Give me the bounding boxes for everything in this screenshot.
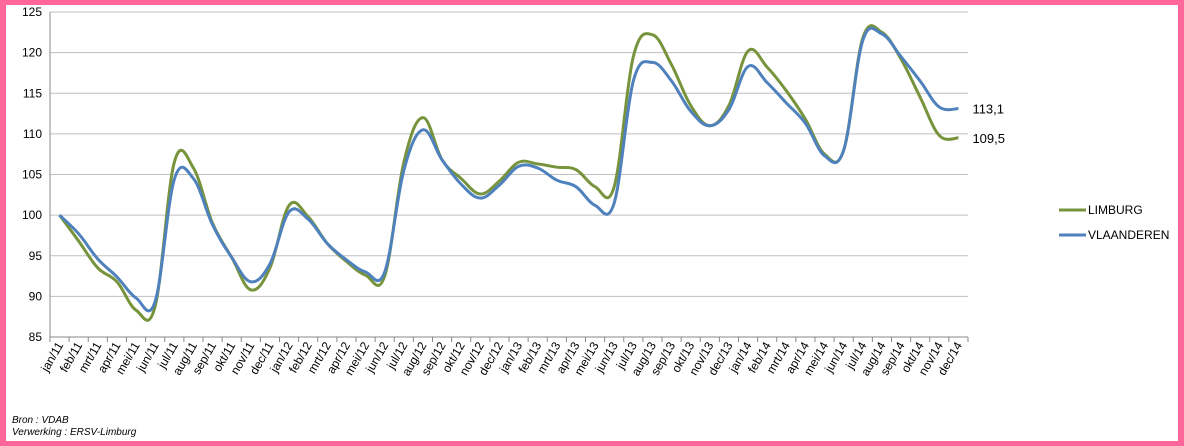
chart-frame: 85 90 95 100 105 110 115 120 125 jan/11 feb/11 mrt… bbox=[6, 5, 1178, 441]
line-chart: 85 90 95 100 105 110 115 120 125 jan/11feb/11mrt… bbox=[22, 5, 1169, 378]
y-tick-label: 100 bbox=[22, 208, 42, 222]
y-tick-label: 105 bbox=[22, 168, 42, 182]
legend-label: VLAANDEREN bbox=[1088, 228, 1169, 242]
y-tick-label: 125 bbox=[22, 5, 42, 19]
series-lines bbox=[58, 24, 959, 322]
processing-line: Verwerking : ERSV-Limburg bbox=[12, 427, 137, 438]
y-tick-label: 95 bbox=[29, 249, 43, 263]
end-label: 109,5 bbox=[972, 131, 1005, 146]
end-labels: 113,1 109,5 bbox=[972, 102, 1005, 146]
y-tick-label: 115 bbox=[23, 86, 42, 100]
y-tick-label: 85 bbox=[29, 330, 43, 344]
legend: LIMBURG VLAANDEREN bbox=[1059, 203, 1169, 242]
y-tick-label: 90 bbox=[29, 289, 43, 303]
end-label: 113,1 bbox=[972, 102, 1004, 117]
x-axis-ticks: jan/11feb/11mrt/11apr/11mei/11jun/11jul/… bbox=[38, 337, 969, 378]
legend-label: LIMBURG bbox=[1088, 203, 1143, 217]
y-tick-label: 110 bbox=[23, 127, 42, 141]
y-axis-ticks: 85 90 95 100 105 110 115 120 125 bbox=[22, 5, 42, 344]
series-line-vlaanderen bbox=[58, 26, 959, 313]
source-line: Bron : VDAB bbox=[12, 415, 69, 426]
y-tick-label: 120 bbox=[22, 46, 42, 60]
